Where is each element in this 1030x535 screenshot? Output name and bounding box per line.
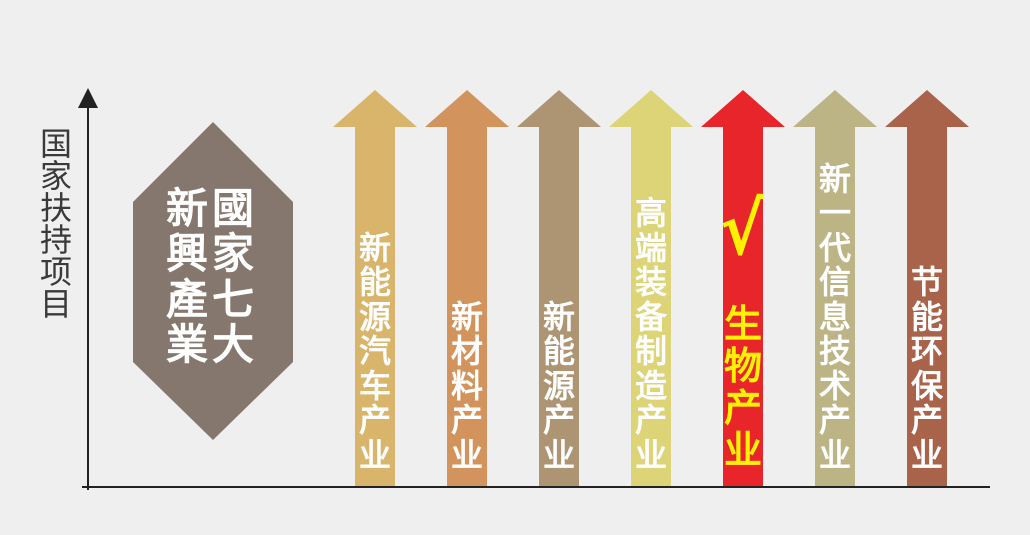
- glyph: 能: [910, 297, 943, 336]
- glyph: 业: [910, 435, 943, 474]
- glyph: 业: [634, 435, 667, 474]
- glyph: 保: [910, 366, 943, 405]
- glyph: 业: [358, 435, 391, 474]
- glyph: 新: [542, 297, 575, 336]
- glyph: 家: [39, 157, 72, 195]
- glyph: 產: [166, 274, 209, 324]
- arrow-6: [793, 90, 877, 486]
- glyph: 产: [542, 401, 575, 439]
- glyph: 产: [723, 386, 762, 430]
- glyph: 车: [358, 366, 391, 405]
- arrow-label-2: 新材料产业: [442, 301, 492, 471]
- glyph: 业: [450, 435, 483, 474]
- glyph: 目: [39, 285, 72, 323]
- glyph: 新: [166, 184, 209, 233]
- glyph: 新: [818, 159, 851, 198]
- glyph: 术: [818, 366, 851, 405]
- glyph: 业: [542, 435, 575, 474]
- glyph: 興: [166, 229, 209, 279]
- glyph: 息: [818, 297, 851, 336]
- glyph: 环: [910, 332, 943, 370]
- glyph: 業: [166, 320, 209, 370]
- glyph: 节: [910, 263, 943, 301]
- glyph: 备: [634, 297, 667, 336]
- glyph: 一: [818, 194, 851, 232]
- arrow-label-7: 节能环保产业: [902, 266, 952, 471]
- glyph: 信: [818, 263, 851, 301]
- arrow-4: [609, 90, 693, 486]
- glyph: 国: [39, 125, 72, 163]
- arrow-label-4: 高端装备制造产业: [626, 197, 676, 471]
- arrow-label-1: 新能源汽车产业: [350, 232, 400, 471]
- hexagon-badge: [133, 122, 293, 440]
- glyph: 产: [634, 401, 667, 439]
- glyph: 产: [358, 401, 391, 439]
- glyph: 能: [542, 332, 575, 370]
- glyph: 代: [818, 228, 851, 267]
- glyph: 制: [634, 332, 667, 370]
- glyph: 新: [358, 228, 391, 267]
- glyph: 國: [212, 184, 255, 233]
- glyph: 家: [212, 229, 255, 279]
- glyph: 源: [542, 366, 575, 405]
- glyph: 新: [450, 297, 483, 336]
- arrow-2: [425, 90, 509, 486]
- glyph: 持: [39, 221, 72, 259]
- glyph: 大: [212, 320, 255, 370]
- glyph: 项: [39, 253, 72, 291]
- glyph: 产: [910, 401, 943, 439]
- arrow-7: [885, 90, 969, 486]
- glyph: 能: [358, 263, 391, 301]
- glyph: 源: [358, 297, 391, 336]
- hexagon-text-right: 國家七大: [212, 184, 255, 370]
- glyph: 业: [818, 435, 851, 474]
- glyph: 高: [634, 194, 667, 232]
- glyph: 端: [634, 228, 667, 267]
- glyph: 七: [212, 274, 255, 324]
- arrow-5: [701, 90, 785, 486]
- glyph: 物: [723, 344, 762, 388]
- glyph: 材: [450, 332, 483, 370]
- y-axis-arrowhead: [78, 88, 98, 108]
- checkmark-icon: √: [720, 187, 764, 271]
- glyph: 扶: [39, 189, 72, 227]
- glyph: 业: [723, 428, 762, 472]
- glyph: 造: [634, 366, 667, 405]
- arrow-label-5: 生物产业: [718, 305, 768, 469]
- arrow-3: [517, 90, 601, 486]
- glyph: 产: [450, 401, 483, 439]
- hexagon-text-left: 新興產業: [166, 184, 209, 370]
- arrow-label-3: 新能源产业: [534, 301, 584, 471]
- y-axis-label: 国家扶持项目: [38, 128, 74, 320]
- arrow-1: [333, 90, 417, 486]
- glyph: 装: [634, 263, 667, 301]
- glyph: 料: [450, 366, 483, 405]
- glyph: 汽: [358, 332, 391, 370]
- arrow-label-6: 新一代信息技术产业: [810, 163, 860, 471]
- glyph: 产: [818, 401, 851, 439]
- glyph: 生: [723, 302, 762, 346]
- arrows-group: [333, 90, 969, 486]
- glyph: 技: [818, 332, 851, 370]
